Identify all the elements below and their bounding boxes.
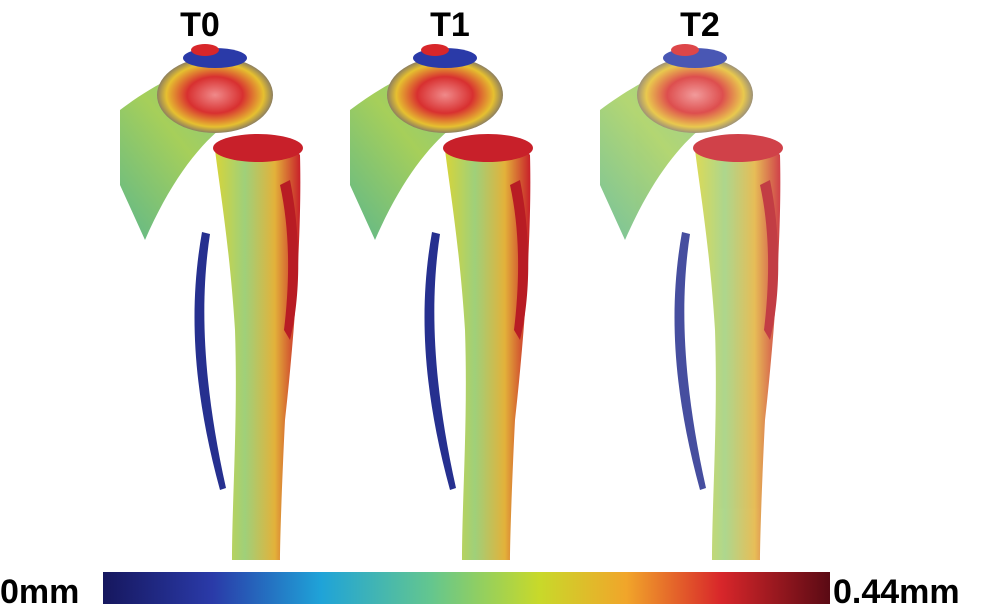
figure: T0 T1 T2 0mm 0.44mm: [0, 0, 991, 610]
bone-model: [600, 44, 783, 560]
colorbar: [103, 572, 830, 604]
panel-label: T1: [430, 6, 470, 44]
colorbar-max-label: 0.44mm: [833, 573, 960, 610]
bone-model: [350, 44, 533, 560]
panel-label: T2: [680, 6, 720, 44]
page: T0T1T20mm0.44mm (() => { const data = JS…: [0, 0, 991, 610]
panel-label: T0: [180, 6, 220, 44]
bone-model: [120, 44, 303, 560]
bone-render: [120, 44, 303, 560]
bone-render: [350, 44, 533, 560]
bone-render: [600, 44, 783, 560]
colorbar-min-label: 0mm: [0, 573, 79, 610]
